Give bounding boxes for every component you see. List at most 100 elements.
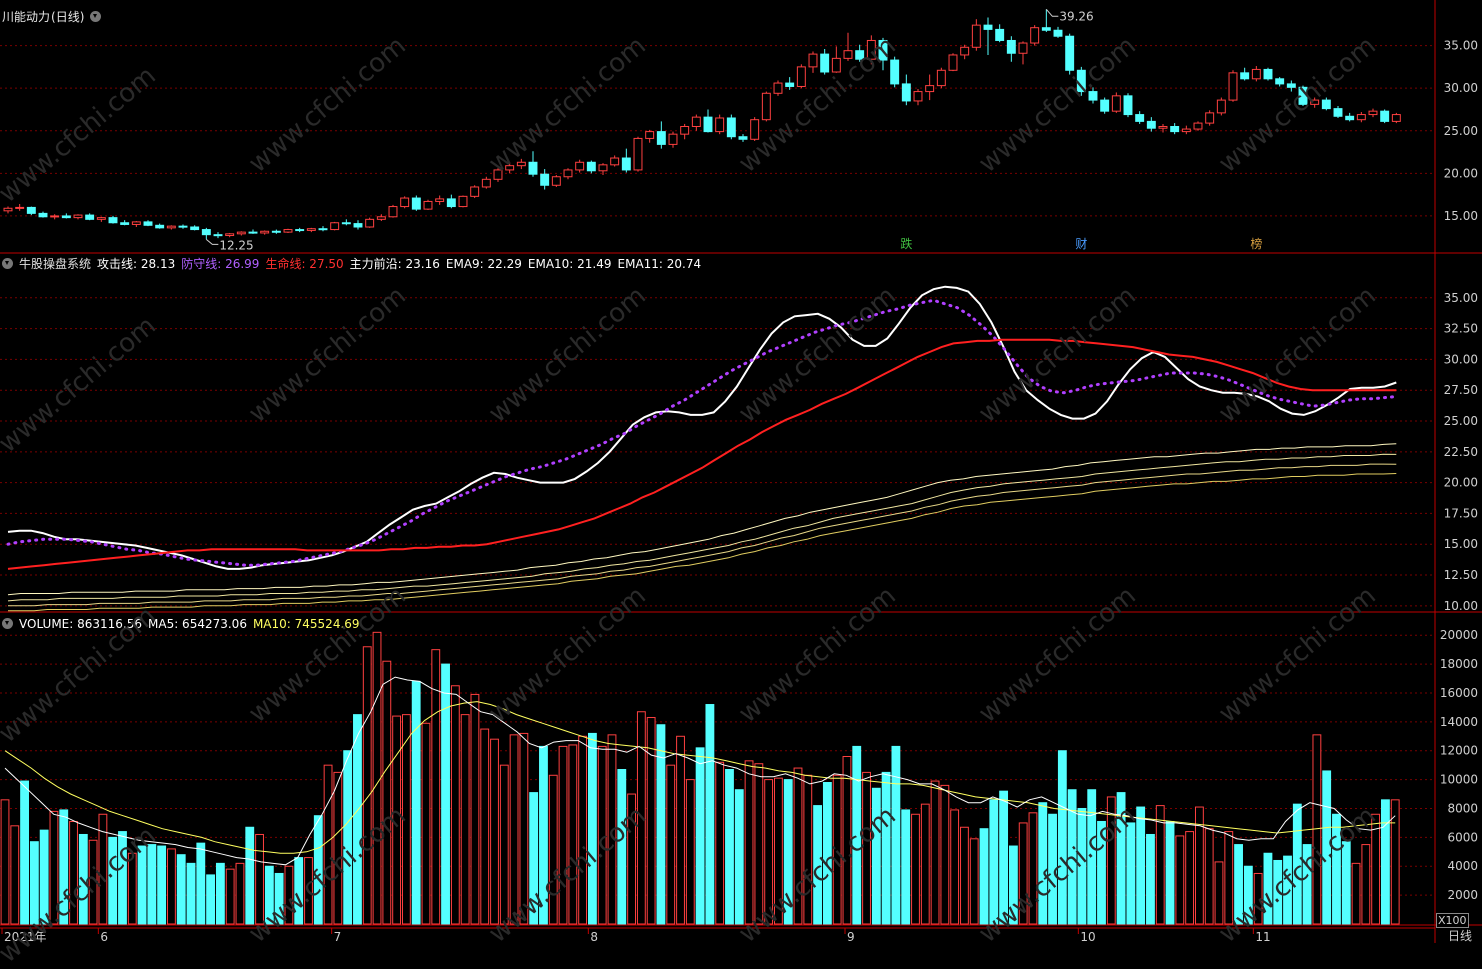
dropdown-icon[interactable] <box>90 11 102 22</box>
volume-bar <box>558 745 568 925</box>
candle-body <box>621 157 631 171</box>
candle-body <box>470 186 480 197</box>
candle-body <box>878 39 888 61</box>
volume-bar <box>499 764 509 925</box>
indicator-line-EMA9 <box>7 453 1397 602</box>
candle-body <box>481 178 491 188</box>
candle-body <box>610 157 620 166</box>
volume-tick-label: 14000 <box>1440 715 1478 729</box>
volume-bar <box>98 813 108 925</box>
volume-menu-icon[interactable] <box>2 618 13 629</box>
volume-bar <box>460 714 470 925</box>
volume-bar <box>754 763 764 925</box>
candle-body <box>1100 99 1110 112</box>
candle-body <box>353 223 363 228</box>
candle-body <box>948 54 958 71</box>
candle-body <box>831 57 841 73</box>
candle-body <box>1135 114 1145 122</box>
volume-bar <box>1381 799 1390 925</box>
indicator-tick-label: 25.00 <box>1444 414 1478 428</box>
candle-body <box>178 225 188 228</box>
indicator-name: 牛股操盘系统 <box>19 257 92 271</box>
volume-bar <box>304 857 313 925</box>
indicator-menu-icon[interactable] <box>2 258 13 269</box>
candle-body <box>680 126 690 135</box>
indicator-value-item: 防守线: 26.99 <box>181 257 260 271</box>
candle-body <box>3 207 13 212</box>
volume-bar <box>685 779 695 925</box>
volume-bar <box>480 728 490 925</box>
candle-body <box>306 228 316 231</box>
volume-bar <box>999 790 1009 925</box>
candle-body <box>1193 122 1203 130</box>
volume-bar <box>852 745 862 925</box>
volume-bar <box>1371 813 1381 925</box>
volume-bar <box>1351 862 1361 925</box>
candle-body <box>85 214 95 220</box>
candle-body <box>1170 126 1180 133</box>
volume-bar <box>920 803 930 925</box>
candle-body <box>1158 126 1168 129</box>
volume-bar <box>431 649 441 925</box>
indicator-tick-label: 22.50 <box>1444 445 1478 459</box>
candle-body <box>318 228 328 231</box>
volume-bar <box>88 839 98 925</box>
candle-body <box>1263 68 1273 80</box>
candle-body <box>1228 72 1238 101</box>
candle-body <box>691 116 701 127</box>
candle-body <box>1216 99 1226 114</box>
volume-bar <box>676 735 685 925</box>
candle-body <box>866 39 876 60</box>
month-label: 10 <box>1080 930 1095 943</box>
volume-bar <box>137 845 147 925</box>
price-tick-label: 25.00 <box>1444 124 1478 138</box>
indicator-tick-label: 30.00 <box>1444 352 1478 366</box>
price-tick-label: 30.00 <box>1444 81 1478 95</box>
volume-bar <box>539 745 548 925</box>
volume-tick-label: 20000 <box>1440 628 1478 642</box>
candle-body <box>738 136 748 140</box>
volume-value-item: VOLUME: 863116.56 <box>19 617 142 631</box>
volume-bar <box>470 693 480 925</box>
candle-body <box>120 222 130 225</box>
month-label: 2021年 <box>4 930 47 943</box>
volume-bar <box>1146 833 1155 925</box>
volume-bar <box>0 799 10 925</box>
volume-bar <box>607 734 617 925</box>
volume-bar <box>901 809 911 925</box>
indicator-value-item: EMA11: 20.74 <box>617 257 702 271</box>
candle-body <box>890 59 900 85</box>
candle-body <box>633 137 643 171</box>
volume-bar <box>78 833 88 925</box>
volume-bar <box>548 774 558 925</box>
volume-bar <box>225 868 235 925</box>
volume-bar <box>1165 820 1175 925</box>
volume-bar <box>1057 750 1067 925</box>
period-label[interactable]: 日线 <box>1448 929 1473 943</box>
volume-tick-label: 16000 <box>1440 686 1478 700</box>
volume-bar <box>744 760 754 925</box>
candle-body <box>575 161 585 171</box>
volume-bar <box>1224 831 1234 925</box>
month-label: 9 <box>847 930 855 943</box>
volume-value-item: MA10: 745524.69 <box>252 617 360 631</box>
volume-tick-label: 18000 <box>1440 657 1478 671</box>
volume-bar <box>1038 802 1048 925</box>
volume-bar <box>313 815 323 925</box>
volume-bar <box>940 784 950 925</box>
candle-body <box>1146 120 1156 129</box>
volume-tick-label: 12000 <box>1440 744 1478 758</box>
stock-period: (日线) <box>51 10 85 24</box>
volume-bar <box>813 805 823 925</box>
candle-body <box>656 131 666 145</box>
candle-body <box>1053 29 1063 37</box>
indicator-value-item: EMA9: 22.29 <box>445 257 522 271</box>
volume-bar <box>774 777 783 925</box>
volume-bar <box>646 717 656 925</box>
indicator-value-item: EMA10: 21.49 <box>527 257 612 271</box>
volume-bar <box>1253 872 1263 925</box>
volume-bar <box>1175 835 1185 925</box>
volume-bar <box>960 826 969 925</box>
price-tick-label: 15.00 <box>1444 209 1478 223</box>
volume-bar <box>362 646 372 925</box>
